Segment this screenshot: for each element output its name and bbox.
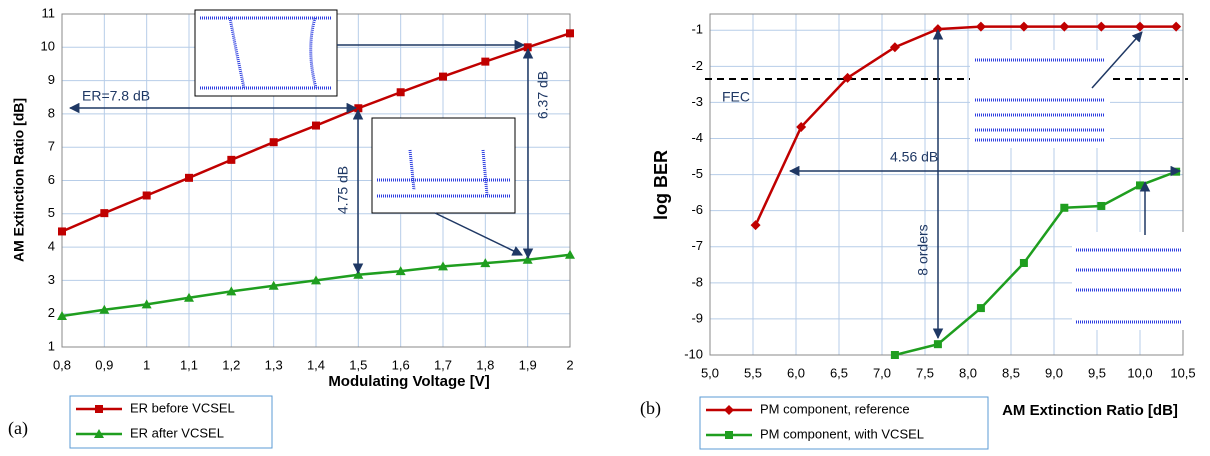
marker xyxy=(270,138,278,146)
marker xyxy=(95,405,103,413)
marker xyxy=(439,73,447,81)
series-line xyxy=(756,27,1177,225)
x-tick-label: 5,0 xyxy=(701,365,719,380)
x-tick-label: 1 xyxy=(143,357,150,372)
x-axis-label: AM Extinction Ratio [dB] xyxy=(1002,402,1178,419)
marker xyxy=(934,340,942,348)
y-tick-label: 9 xyxy=(48,72,55,87)
x-tick-label: 1,8 xyxy=(476,357,494,372)
x-tick-label: 1,1 xyxy=(180,357,198,372)
marker xyxy=(1097,202,1105,210)
y-tick-label: -9 xyxy=(691,310,703,325)
x-tick-label: 10,5 xyxy=(1170,365,1195,380)
y-tick-label: 1 xyxy=(48,338,55,353)
eye-diagram xyxy=(970,50,1110,148)
marker xyxy=(100,209,108,217)
x-tick-label: 7,0 xyxy=(873,365,891,380)
x-tick-label: 1,2 xyxy=(222,357,240,372)
eye-diagram xyxy=(195,10,337,96)
legend-label: PM component, with VCSEL xyxy=(760,426,924,441)
x-tick-label: 8,0 xyxy=(959,365,977,380)
x-tick-label: 6,0 xyxy=(787,365,805,380)
x-tick-label: 1,4 xyxy=(307,357,325,372)
marker xyxy=(397,88,405,96)
annotation: FEC xyxy=(722,89,750,105)
x-tick-label: 1,6 xyxy=(392,357,410,372)
y-tick-label: -8 xyxy=(691,274,703,289)
marker xyxy=(312,122,320,130)
x-tick-label: 2 xyxy=(566,357,573,372)
eye-diagram xyxy=(1072,232,1185,330)
annotation: 4.56 dB xyxy=(890,149,938,165)
x-tick-label: 1,9 xyxy=(519,357,537,372)
y-tick-label: -6 xyxy=(691,202,703,217)
x-tick-label: 1,3 xyxy=(265,357,283,372)
x-tick-label: 1,5 xyxy=(349,357,367,372)
y-tick-label: 5 xyxy=(48,205,55,220)
y-tick-label: 6 xyxy=(48,172,55,187)
marker xyxy=(751,220,761,230)
x-tick-label: 7,5 xyxy=(916,365,934,380)
marker xyxy=(725,431,733,439)
marker xyxy=(227,156,235,164)
x-tick-label: 8,5 xyxy=(1002,365,1020,380)
x-tick-label: 9,5 xyxy=(1088,365,1106,380)
marker xyxy=(185,174,193,182)
annotation: 8 orders xyxy=(915,224,931,275)
annotation: ER=7.8 dB xyxy=(82,88,150,104)
legend-label: PM component, reference xyxy=(760,401,910,416)
annotation: 4.75 dB xyxy=(335,166,351,214)
panel-label: (a) xyxy=(8,418,28,439)
y-tick-label: -3 xyxy=(691,94,703,109)
y-tick-label: 10 xyxy=(41,39,55,54)
marker xyxy=(143,191,151,199)
y-axis-label: AM Extinction Ratio [dB] xyxy=(11,98,27,262)
marker xyxy=(891,351,899,359)
figure: 1 2 3 4 5 6 7 8 9 10 11 0,8 0,9 1 1,1 1,2 1,3 1,4 1,5 1,6 1,… xyxy=(0,0,1210,451)
x-tick-label: 5,5 xyxy=(744,365,762,380)
marker xyxy=(977,304,985,312)
x-axis-label: Modulating Voltage [V] xyxy=(328,373,489,390)
y-tick-label: 4 xyxy=(48,239,55,254)
annotation: 6.37 dB xyxy=(535,71,551,119)
x-tick-label: 9,0 xyxy=(1045,365,1063,380)
marker xyxy=(1060,204,1068,212)
x-tick-label: 0,9 xyxy=(95,357,113,372)
eye-diagram xyxy=(372,118,515,213)
marker xyxy=(481,58,489,66)
legend-label: ER before VCSEL xyxy=(130,400,235,415)
y-tick-label: -10 xyxy=(684,346,703,361)
x-tick-label: 1,7 xyxy=(434,357,452,372)
y-tick-label: -5 xyxy=(691,166,703,181)
arrow xyxy=(435,213,522,255)
marker xyxy=(1020,259,1028,267)
y-tick-label: -4 xyxy=(691,130,703,145)
y-tick-label: 11 xyxy=(42,5,56,20)
x-tick-label: 0,8 xyxy=(53,357,71,372)
y-tick-label: -1 xyxy=(691,22,703,37)
y-tick-label: 8 xyxy=(48,105,55,120)
legend-label: ER after VCSEL xyxy=(130,425,224,440)
panel-label: (b) xyxy=(640,398,661,419)
y-tick-label: 7 xyxy=(48,139,55,154)
x-tick-label: 10,0 xyxy=(1127,365,1152,380)
y-tick-label: 2 xyxy=(48,305,55,320)
marker xyxy=(58,227,66,235)
y-tick-label: -2 xyxy=(691,58,703,73)
marker xyxy=(1136,181,1144,189)
marker xyxy=(566,29,574,37)
y-axis-label: log BER xyxy=(651,150,671,220)
x-tick-label: 6,5 xyxy=(830,365,848,380)
y-tick-label: -7 xyxy=(691,238,703,253)
y-tick-label: 3 xyxy=(48,272,55,287)
